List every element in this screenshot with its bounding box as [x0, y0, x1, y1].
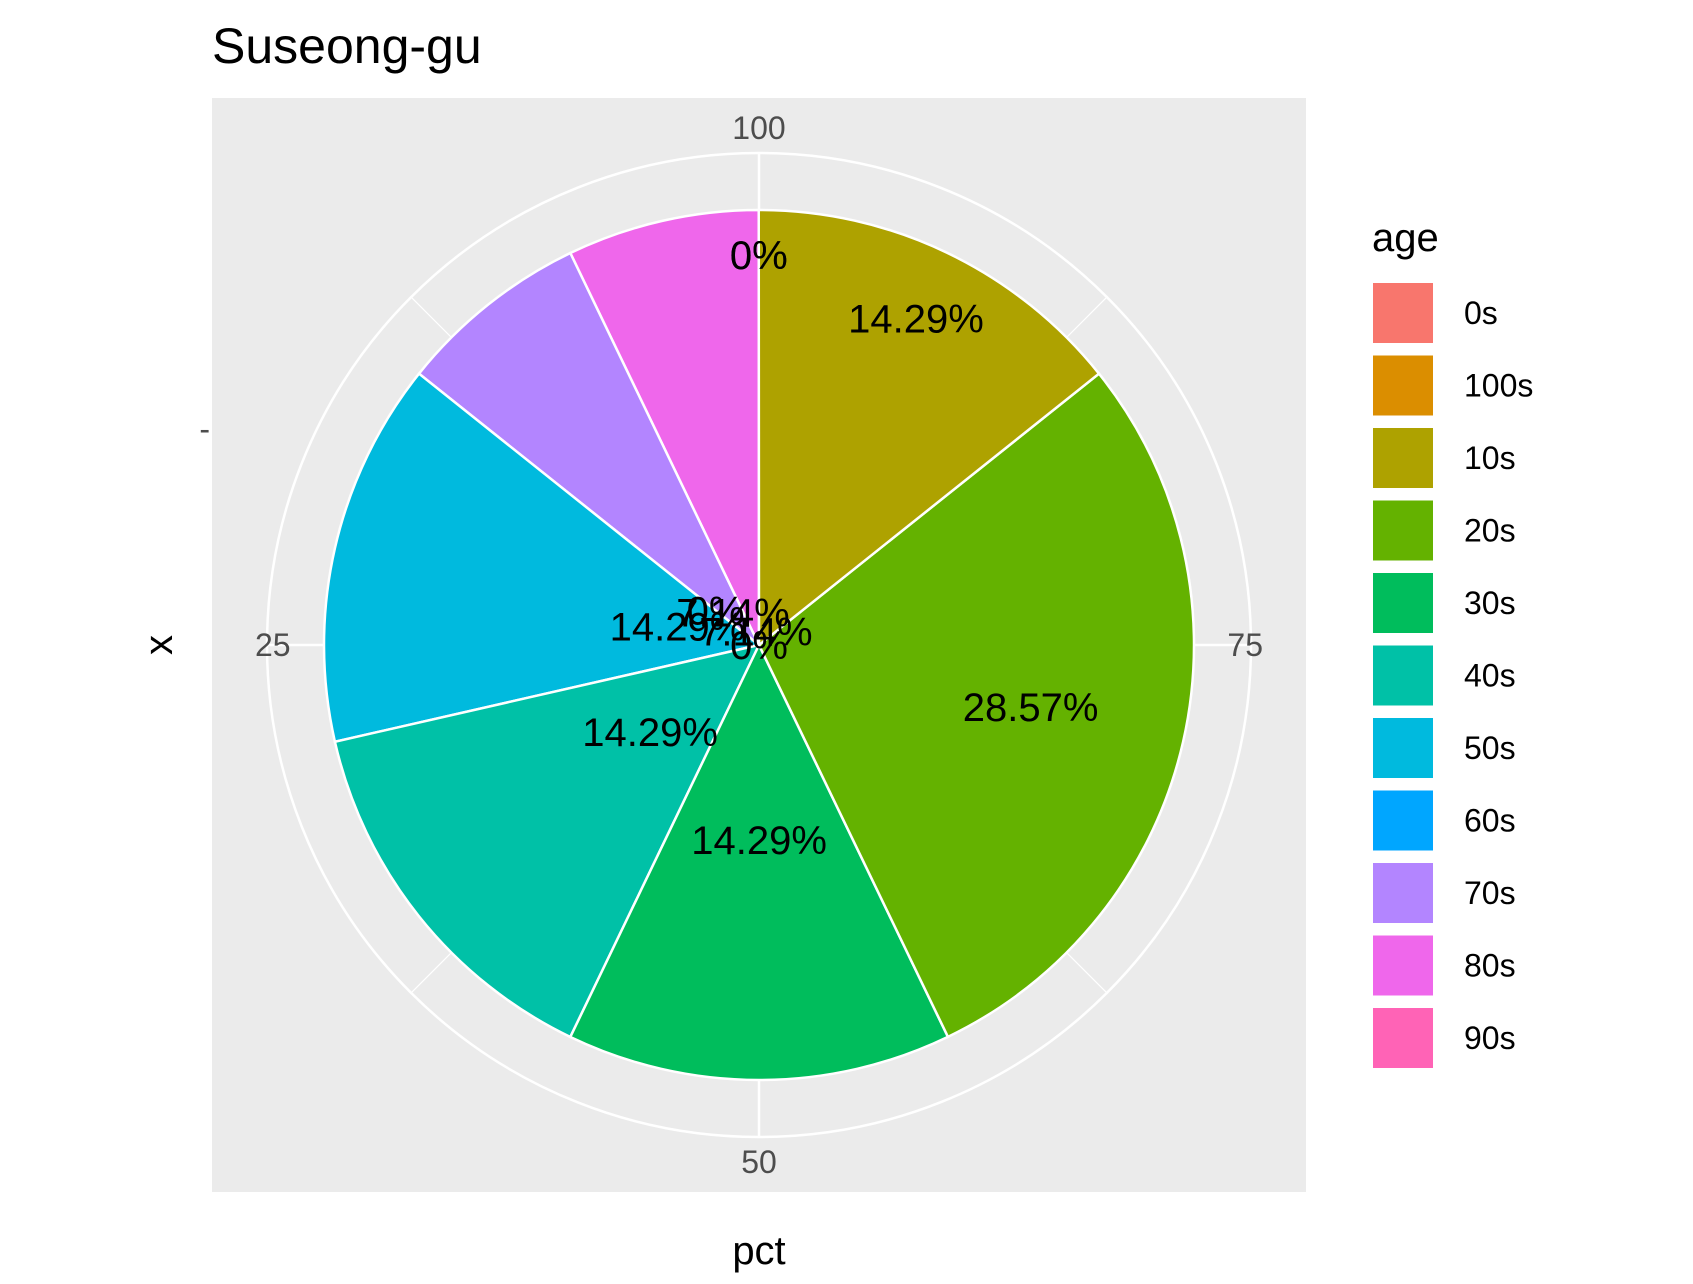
- legend-key-20s: [1371, 498, 1435, 563]
- legend-key-100s: [1371, 353, 1435, 418]
- legend-key-30s: [1371, 571, 1435, 635]
- x-axis-title: pct: [732, 1229, 785, 1273]
- legend-key-0s: [1371, 281, 1435, 345]
- pie-slice-80s: [568, 208, 761, 646]
- pie-slice-30s: [568, 642, 950, 1082]
- legend-label-0s: 0s: [1464, 295, 1498, 331]
- legend-key-10s: [1371, 426, 1435, 490]
- slice-label-90s: 0%: [730, 624, 788, 668]
- legend-label-30s: 30s: [1464, 585, 1516, 621]
- slice-label-0s: 0%: [730, 234, 788, 278]
- legend-label-10s: 10s: [1464, 440, 1516, 476]
- slice-label-50s: 14.29%: [610, 605, 746, 649]
- legend-key-60s: [1371, 788, 1435, 853]
- chart-title: Suseong-gu: [212, 18, 482, 74]
- legend-label-100s: 100s: [1464, 368, 1533, 404]
- legend-key-70s: [1371, 861, 1435, 925]
- legend-key-90s: [1371, 1006, 1435, 1070]
- pie-slice-50s: [322, 371, 762, 744]
- slice-label-10s: 14.29%: [848, 298, 984, 342]
- slice-label-70s: 7.14%: [676, 591, 789, 635]
- y-tick-label: -: [199, 411, 210, 447]
- slice-label-20s: 28.57%: [963, 686, 1099, 730]
- legend-label-60s: 60s: [1464, 803, 1516, 839]
- pie-slice-20s: [757, 371, 1196, 1039]
- theta-tick-label: 25: [255, 627, 291, 663]
- legend-title: age: [1372, 216, 1439, 260]
- legend-label-90s: 90s: [1464, 1020, 1516, 1056]
- y-axis-title: x: [137, 635, 181, 655]
- legend-key-80s: [1371, 933, 1435, 998]
- legend-key-50s: [1371, 716, 1435, 780]
- slice-label-100s: 0%: [730, 234, 788, 278]
- pie-slice-40s: [333, 643, 762, 1039]
- legend-label-40s: 40s: [1464, 658, 1516, 694]
- legend-label-70s: 70s: [1464, 875, 1516, 911]
- slice-label-40s: 14.29%: [582, 711, 718, 755]
- slice-label-80s: 7.14%: [699, 610, 812, 654]
- pie-slice-10s: [757, 208, 1101, 648]
- legend-label-50s: 50s: [1464, 730, 1516, 766]
- theta-tick-label: 75: [1227, 627, 1263, 663]
- theta-tick-label: 100: [732, 110, 785, 146]
- pie-slice-70s: [417, 251, 761, 646]
- theta-tick-label: 50: [741, 1144, 777, 1180]
- theta-axis: 100 25 50 75: [255, 110, 1263, 1180]
- legend-label-20s: 20s: [1464, 513, 1516, 549]
- slice-labels: 0%7.14%7.14%0%14.29%14.29%14.29%28.57%14…: [582, 234, 1098, 863]
- slice-label-30s: 14.29%: [691, 819, 827, 863]
- legend-key-40s: [1371, 643, 1435, 708]
- slice-label-60s: 0%: [687, 589, 745, 633]
- legend-label-80s: 80s: [1464, 948, 1516, 984]
- pie-slices: [322, 208, 1196, 1082]
- legend: 0s 100s 10s 20s 30s 40s 50s 60s 70s 80s 90s: [1371, 281, 1533, 1070]
